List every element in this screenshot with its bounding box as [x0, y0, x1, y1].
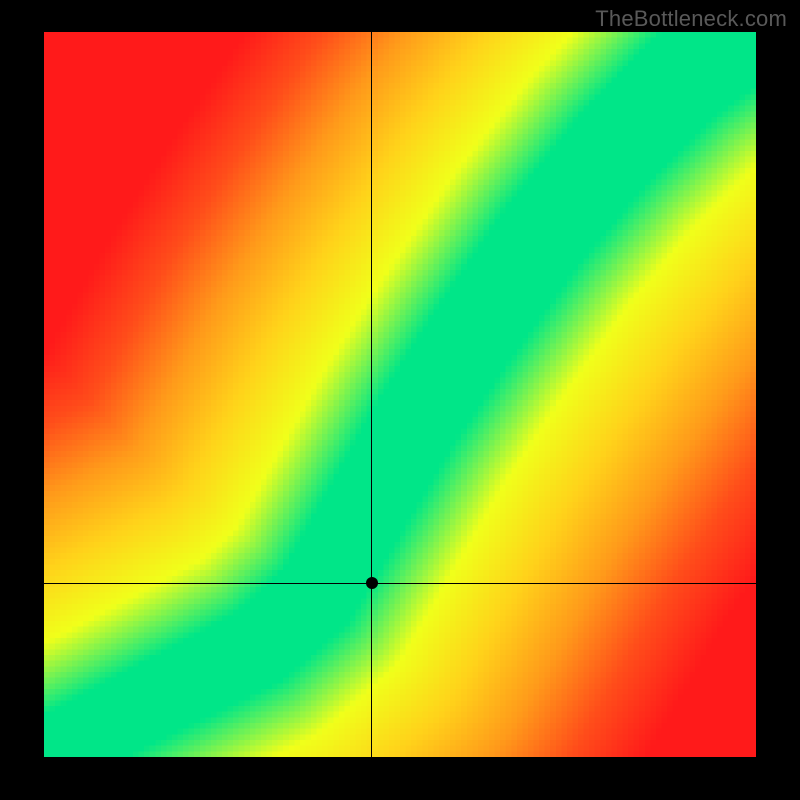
- crosshair-horizontal: [44, 583, 756, 584]
- bottleneck-heatmap: [44, 32, 756, 757]
- crosshair-vertical: [371, 32, 372, 757]
- watermark-text: TheBottleneck.com: [595, 6, 787, 32]
- current-config-marker: [366, 577, 378, 589]
